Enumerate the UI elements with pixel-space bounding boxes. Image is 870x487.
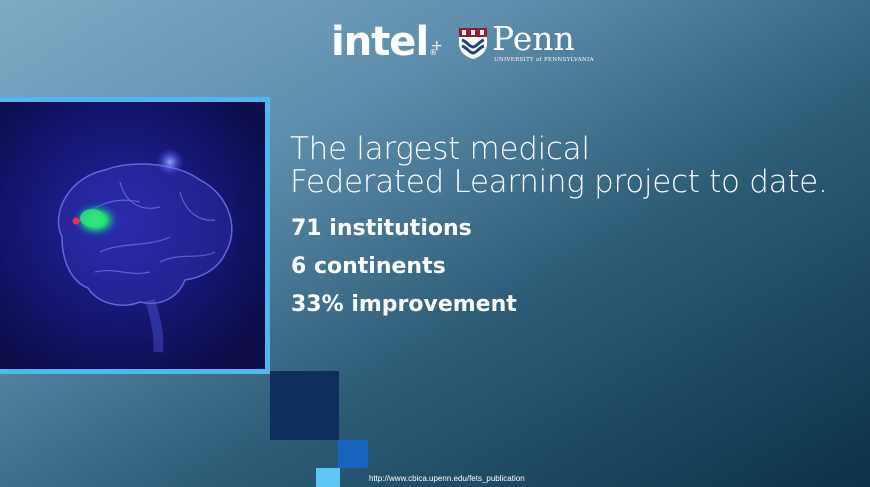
brain-image-frame <box>0 97 270 374</box>
penn-logo-text: Penn <box>492 19 575 58</box>
stat-improvement: 33% improvement <box>291 292 517 317</box>
decorative-square-dark <box>270 371 339 440</box>
intel-registered-mark: ® <box>429 48 437 57</box>
penn-shield-icon <box>459 28 487 59</box>
headline-line-2: Federated Learning project to date. <box>290 164 828 200</box>
decorative-square-mid <box>338 440 368 468</box>
penn-logo-subtitle: UNIVERSITY of PENNSYLVANIA <box>494 57 594 63</box>
stat-continents: 6 continents <box>291 254 446 279</box>
brain-scan-icon <box>0 102 265 369</box>
logo-separator-plus: + <box>431 38 443 54</box>
stat-institutions: 71 institutions <box>291 216 472 241</box>
intel-logo-text: intel <box>331 19 429 65</box>
source-url[interactable]: http://www.cbica.upenn.edu/fets_publicat… <box>369 474 525 483</box>
intel-logo: intel® <box>331 19 437 65</box>
decorative-square-light <box>316 468 340 487</box>
headline-line-1: The largest medical <box>290 131 590 167</box>
headline: The largest medical Federated Learning p… <box>290 133 828 199</box>
